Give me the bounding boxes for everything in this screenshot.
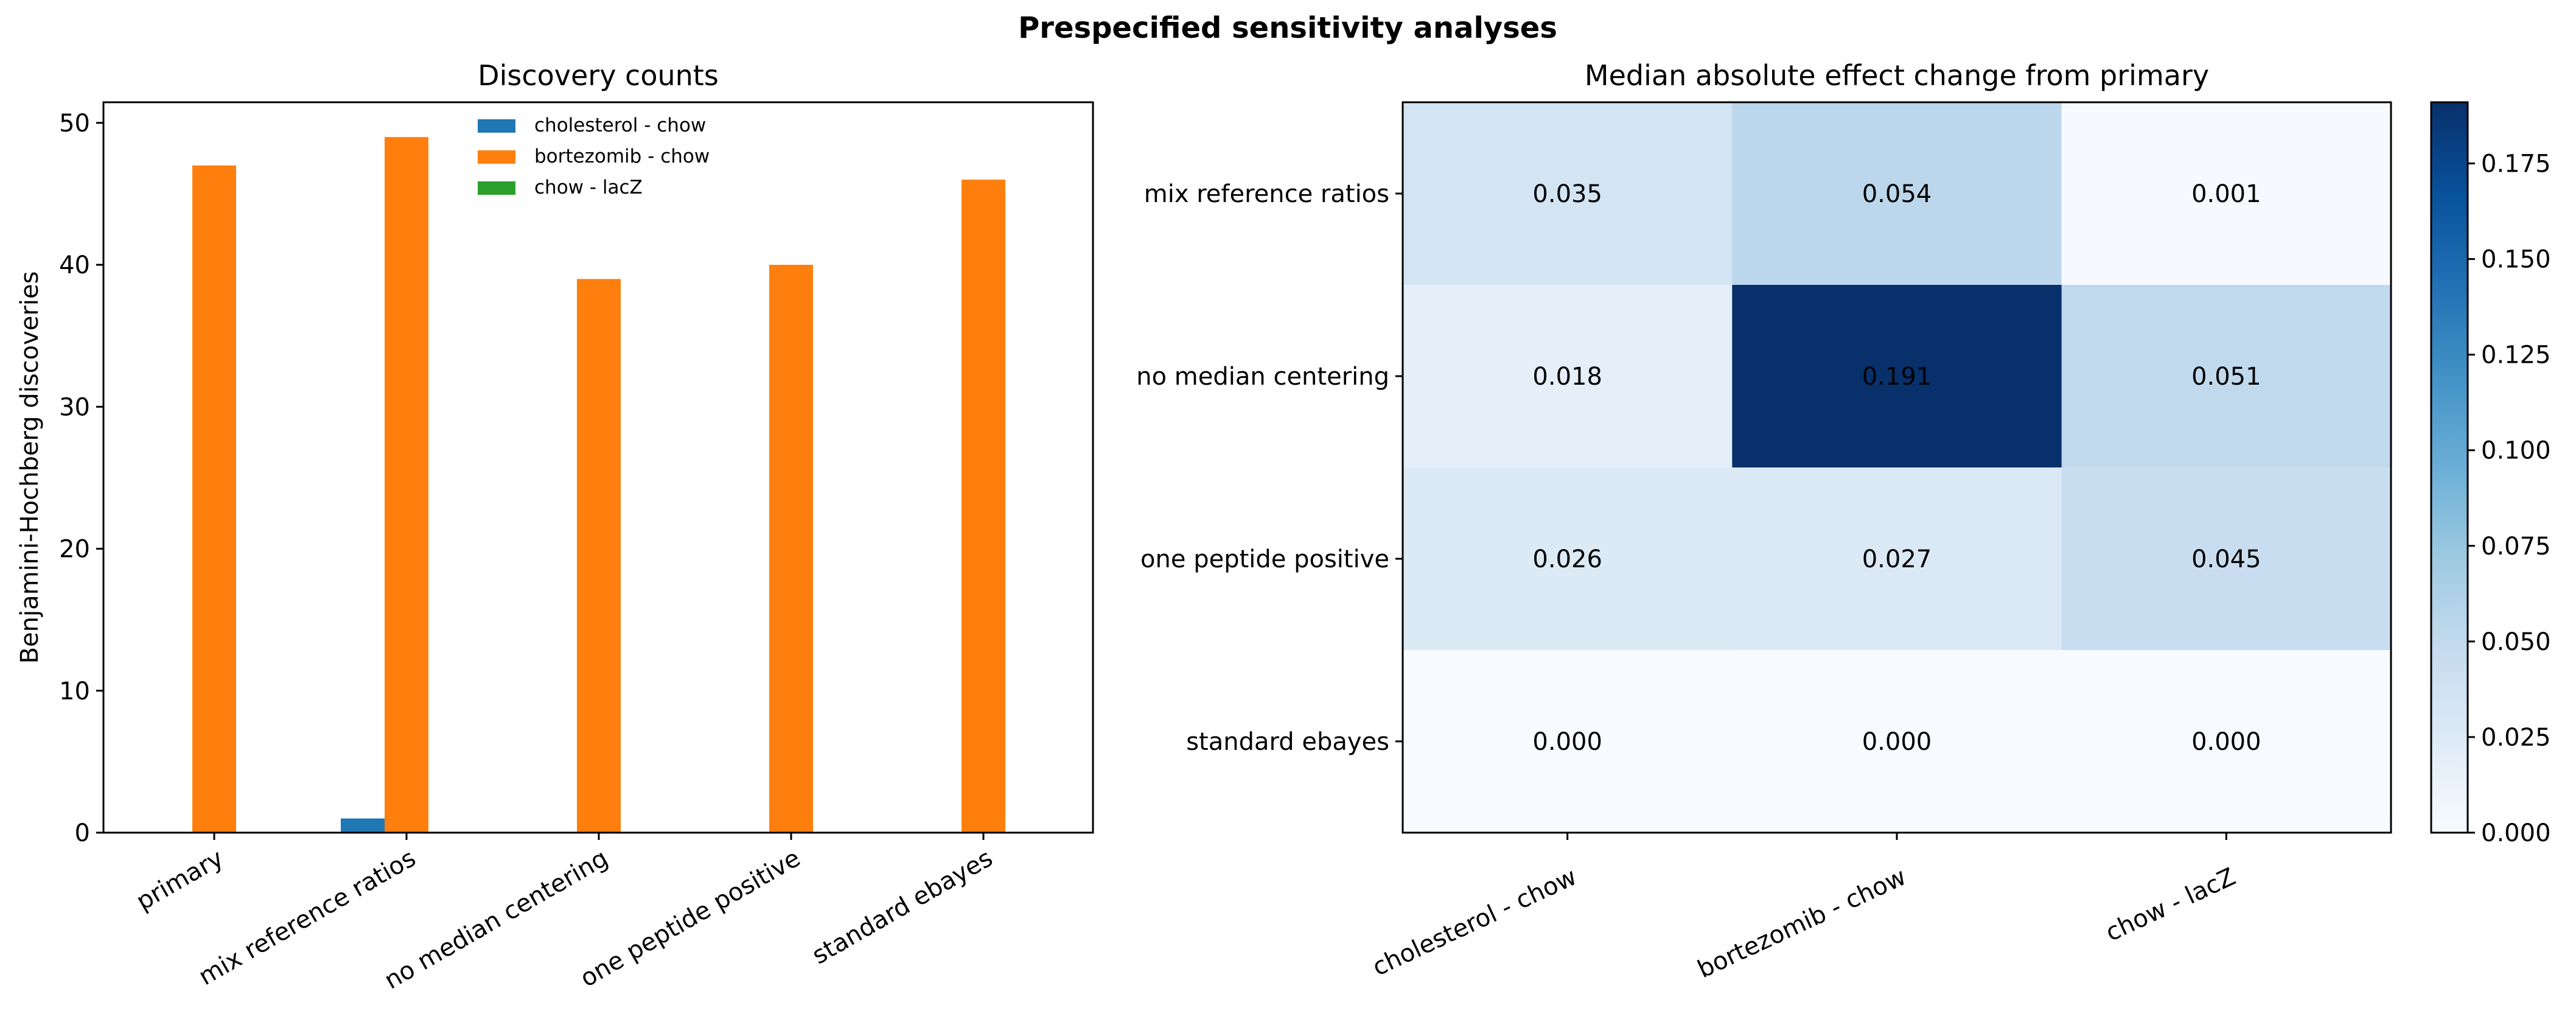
y-tick-label: 30: [59, 393, 90, 421]
heatmap-cell-value: 0.051: [2191, 363, 2261, 391]
heatmap-cell-value: 0.000: [2191, 728, 2261, 756]
y-tick-label: 20: [59, 536, 90, 564]
bar: [385, 137, 428, 833]
y-tick-label: 0: [75, 819, 90, 847]
heatmap-cell-value: 0.054: [1862, 180, 1932, 208]
heatmap-cell-value: 0.191: [1862, 363, 1932, 391]
heatmap-cell: [1403, 285, 1733, 468]
bar-chart-marks: [192, 137, 1005, 833]
heatmap-cell: [1732, 102, 2062, 285]
heatmap-cell: [1732, 285, 2062, 468]
y-tick-label: no median centering: [1136, 363, 1389, 391]
colorbar-scale: [2430, 101, 2469, 834]
y-tick-label: standard ebayes: [1186, 728, 1389, 756]
heatmap-cell-value: 0.000: [1862, 728, 1932, 756]
y-tick-label: 10: [59, 677, 90, 705]
bar: [962, 180, 1005, 833]
figure-suptitle: Prespecified sensitivity analyses: [1018, 11, 1557, 45]
colorbar-tick-label: 0.150: [2481, 246, 2551, 274]
colorbar-tick-label: 0.125: [2481, 341, 2551, 369]
heatmap-cell: [1732, 650, 2062, 833]
heatmap-cell: [1403, 102, 1733, 285]
heatmap-cell-value: 0.027: [1862, 545, 1932, 573]
bar: [577, 279, 621, 833]
heatmap-cell: [1403, 650, 1733, 833]
y-tick-label: 50: [59, 110, 90, 138]
heatmap-cell-value: 0.018: [1532, 363, 1602, 391]
y-tick-label: mix reference ratios: [1144, 180, 1389, 208]
heatmap-frame: [1401, 101, 2392, 834]
heatmap-cell-value: 0.000: [1532, 728, 1602, 756]
bar-chart-title: Discovery counts: [478, 59, 719, 92]
heatmap-cell-labels: 0.035 0.054 0.001 0.018 0.191 0.051 0.026 0.027…: [1532, 180, 2261, 756]
colorbar-tick-label: 0.050: [2481, 628, 2551, 656]
legend-swatch: [478, 181, 515, 195]
y-tick-label: 40: [59, 251, 90, 279]
colorbar-tick-label: 0.075: [2481, 533, 2551, 561]
bar: [769, 265, 813, 833]
colorbar: 0.000 0.025 0.050 0.075 0.100 0.125 0.150 0.175: [2430, 101, 2551, 847]
legend-label: bortezomib - chow: [534, 145, 710, 167]
heatmap-cell-value: 0.026: [1532, 545, 1602, 573]
heatmap-cell: [1732, 467, 2062, 651]
bar-chart-frame: [102, 101, 1094, 834]
bar-chart-y-axis-label: Benjamini-Hochberg discoveries: [16, 271, 44, 664]
bar-chart-legend: cholesterol - chow bortezomib - chow chow …: [478, 114, 710, 198]
colorbar-tick-label: 0.000: [2481, 819, 2551, 847]
heatmap-cell: [2061, 285, 2392, 468]
bar-chart-panel: Discovery counts Benjamini-Hochberg disc…: [16, 59, 1094, 995]
legend-swatch: [478, 150, 515, 164]
colorbar-tick-label: 0.100: [2481, 437, 2551, 465]
heatmap-title: Median absolute effect change from prima…: [1585, 59, 2209, 92]
heatmap-cell: [2061, 467, 2392, 651]
heatmap-cells: [1403, 102, 2392, 833]
colorbar-tick-label: 0.025: [2481, 724, 2551, 752]
legend-swatch: [478, 119, 515, 133]
y-tick-label: one peptide positive: [1140, 545, 1389, 573]
legend-label: cholesterol - chow: [534, 114, 706, 136]
heatmap-cell-value: 0.001: [2191, 180, 2261, 208]
legend-label: chow - lacZ: [534, 177, 643, 198]
bar: [192, 165, 236, 833]
colorbar-tick-label: 0.175: [2481, 150, 2551, 178]
heatmap-cell: [1403, 467, 1733, 651]
heatmap-cell-value: 0.035: [1532, 180, 1602, 208]
bar: [341, 818, 385, 833]
heatmap-cell: [2061, 650, 2392, 833]
heatmap-cell-value: 0.045: [2191, 545, 2261, 573]
heatmap-cell: [2061, 102, 2392, 285]
